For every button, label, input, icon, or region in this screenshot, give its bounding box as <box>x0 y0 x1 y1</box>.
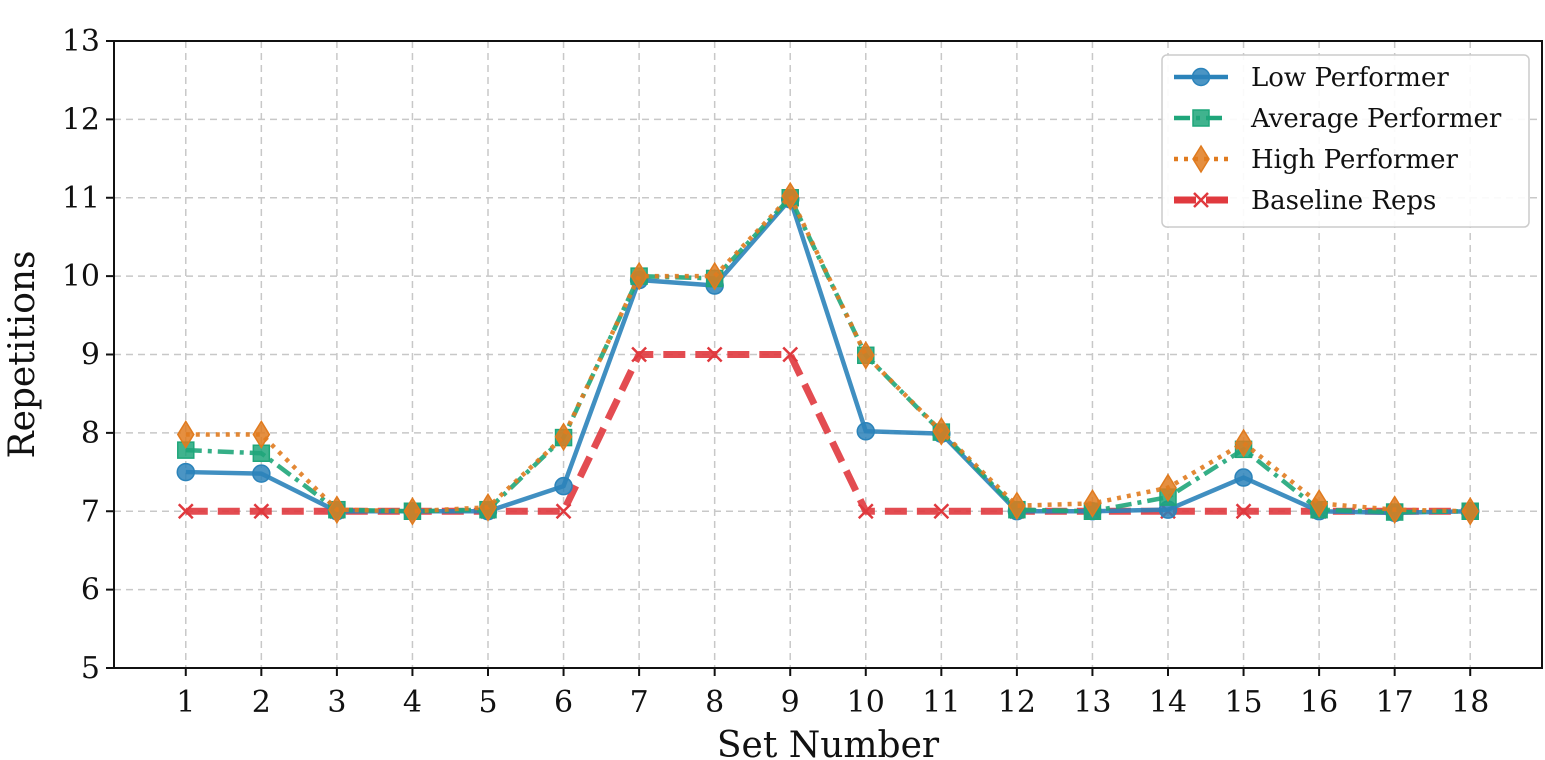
data-point-baseline-reps <box>555 503 572 520</box>
y-tick-label: 11 <box>62 181 100 216</box>
x-tick-label: 3 <box>327 685 346 720</box>
data-point-baseline-reps <box>1235 503 1252 520</box>
legend-box <box>1161 54 1530 228</box>
x-axis: 1 2 3 4 5 6 7 8 9 10 11 12 13 14 15 16 17 18 <box>176 668 1489 720</box>
legend-label: High Performer <box>1251 145 1459 175</box>
legend-item-baseline-reps: Baseline Reps <box>1174 186 1436 216</box>
data-point-high-performer <box>252 420 271 449</box>
data-point-high-performer <box>932 416 951 446</box>
y-tick-label: 13 <box>62 24 100 59</box>
x-tick-label: 4 <box>403 685 422 720</box>
x-tick-label: 10 <box>847 685 885 720</box>
x-tick-label: 17 <box>1376 685 1414 720</box>
data-point-high-performer <box>1159 473 1177 503</box>
legend-label: Low Performer <box>1251 63 1449 93</box>
x-tick-label: 13 <box>1073 685 1111 720</box>
data-point-high-performer <box>176 420 195 449</box>
legend-item-low-performer: Low Performer <box>1174 63 1449 93</box>
x-tick-label: 12 <box>998 685 1036 720</box>
y-tick-label: 9 <box>81 338 100 373</box>
x-tick-label: 8 <box>705 685 724 720</box>
plot-frame <box>113 40 1543 669</box>
legend-item-high-performer: High Performer <box>1174 144 1459 175</box>
data-point-baseline-reps <box>857 503 874 520</box>
data-point-high-performer <box>1310 488 1328 518</box>
data-point-baseline-reps <box>782 346 799 363</box>
data-point-high-performer <box>1083 488 1102 518</box>
legend-item-average-performer: Average Performer <box>1174 104 1502 134</box>
data-point-baseline-reps <box>706 346 723 363</box>
data-point-high-performer <box>1385 495 1404 525</box>
data-point-low-performer <box>1234 468 1253 487</box>
y-tick-label: 5 <box>81 651 100 686</box>
y-tick-label: 12 <box>62 102 100 137</box>
legend-swatch-marker <box>1192 109 1210 127</box>
legend-label: Average Performer <box>1250 104 1502 134</box>
x-tick-label: 2 <box>252 685 271 720</box>
data-point-baseline-reps <box>177 503 194 520</box>
series-line-average-performer <box>185 195 1471 515</box>
data-point-low-performer <box>856 422 876 441</box>
x-axis-title: Set Number <box>717 725 940 760</box>
legend-swatch-marker <box>1193 192 1209 208</box>
data-point-high-performer <box>1461 496 1480 526</box>
y-tick-label: 7 <box>81 494 100 529</box>
data-point-baseline-reps <box>253 503 270 520</box>
data-point-high-performer <box>856 340 875 370</box>
x-tick-label: 16 <box>1300 685 1338 720</box>
y-axis: 5 6 7 8 9 10 11 12 13 <box>62 24 114 686</box>
legend-label: Baseline Reps <box>1251 186 1436 216</box>
y-tick-label: 8 <box>81 416 100 451</box>
data-point-high-performer <box>1234 428 1253 458</box>
data-point-high-performer <box>403 496 422 526</box>
x-tick-label: 5 <box>478 685 497 720</box>
data-point-high-performer <box>554 422 573 452</box>
x-tick-label: 14 <box>1149 685 1187 720</box>
y-tick-label: 10 <box>62 259 100 294</box>
x-tick-label: 6 <box>554 685 573 720</box>
data-point-baseline-reps <box>631 346 647 363</box>
data-point-high-performer <box>1008 491 1026 521</box>
data-point-low-performer <box>554 476 573 496</box>
x-tick-label: 15 <box>1224 685 1262 720</box>
y-axis-title: Repetitions <box>2 250 43 458</box>
x-tick-label: 7 <box>630 685 649 720</box>
data-point-baseline-reps <box>933 503 950 520</box>
x-tick-label: 18 <box>1451 685 1489 720</box>
data-point-high-performer <box>705 261 724 291</box>
data-point-high-performer <box>328 495 346 525</box>
data-point-high-performer <box>479 492 497 522</box>
y-tick-label: 6 <box>81 573 100 608</box>
series-layer <box>176 181 1480 526</box>
x-tick-label: 1 <box>176 685 195 720</box>
legend-swatch-marker <box>1192 144 1210 174</box>
data-point-low-performer <box>252 464 271 483</box>
series-line-baseline-reps <box>185 351 1471 515</box>
legend: Low Performer Average Performer High Perfo… <box>1161 54 1530 228</box>
data-point-low-performer <box>176 462 196 482</box>
x-tick-label: 9 <box>781 685 800 720</box>
x-tick-label: 11 <box>922 685 960 720</box>
series-high-performer <box>176 181 1480 526</box>
legend-swatch-marker <box>1191 67 1211 87</box>
data-point-high-performer <box>781 181 800 211</box>
data-point-high-performer <box>630 261 648 291</box>
